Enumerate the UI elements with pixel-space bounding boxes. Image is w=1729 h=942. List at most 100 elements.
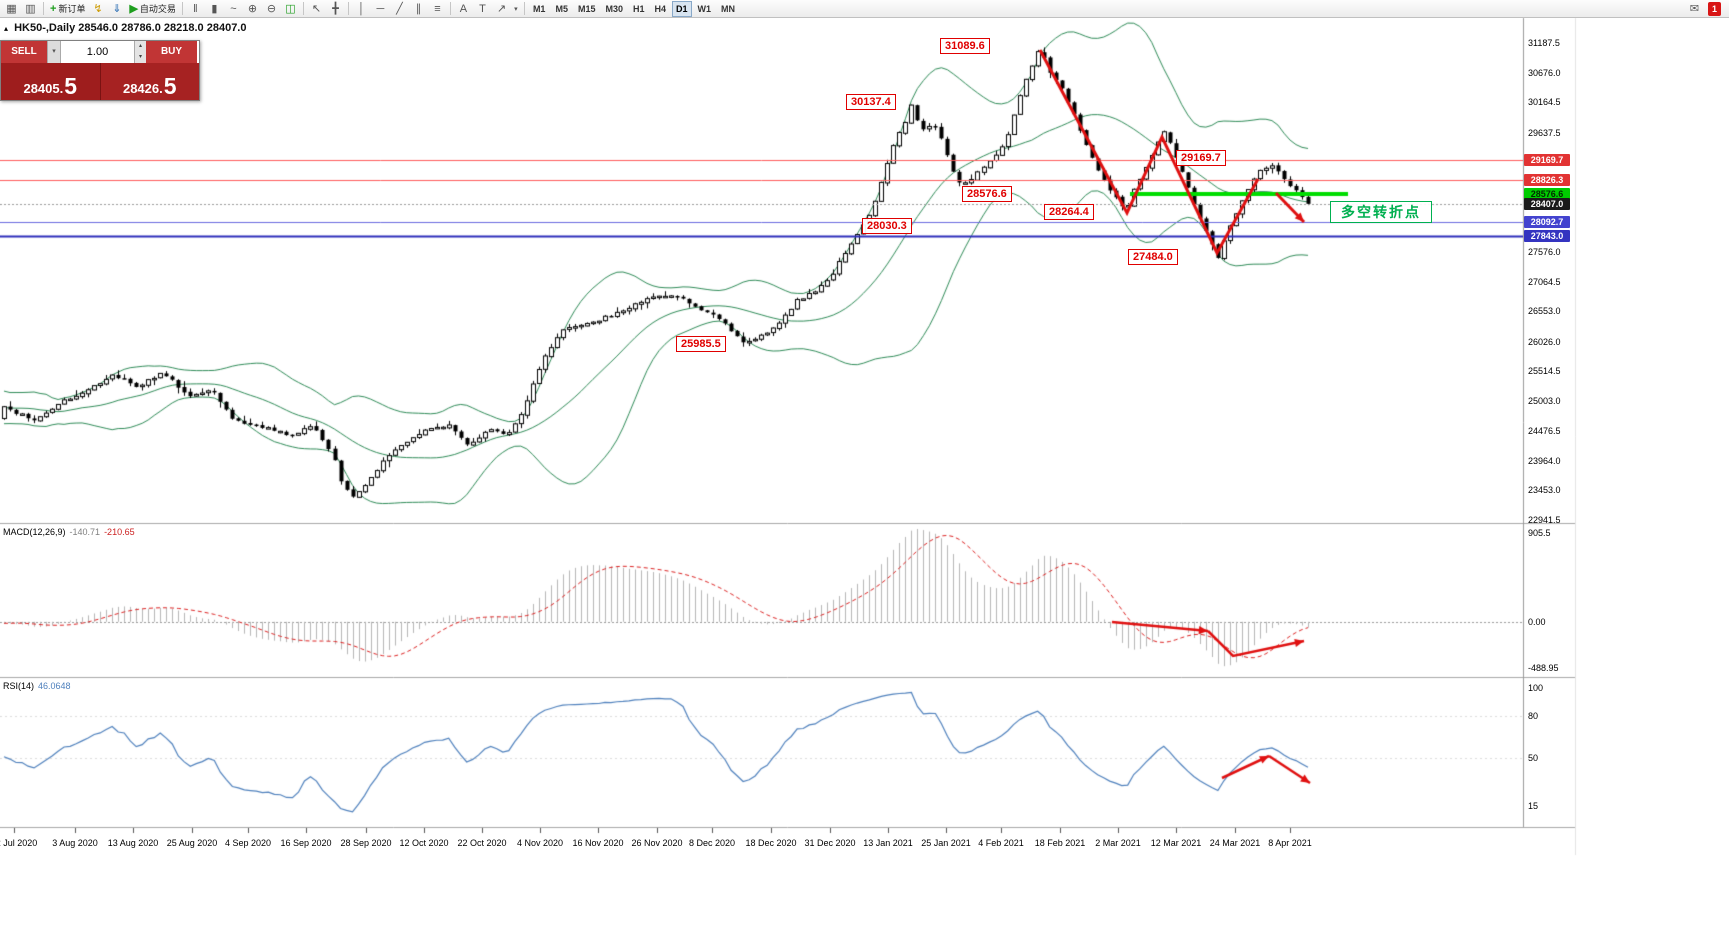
toolbar-separator <box>181 2 183 15</box>
timeframe-m15-button[interactable]: M15 <box>574 1 600 17</box>
price-annotation: 31089.6 <box>940 38 990 54</box>
bar-chart-icon[interactable]: ‖ <box>193 2 198 15</box>
buy-price-big-digit: 5 <box>163 72 177 99</box>
price-axis-label: 26026.0 <box>1528 336 1561 347</box>
cursor-icon[interactable]: ↖ <box>311 3 322 15</box>
date-label: 8 Apr 2021 <box>1268 838 1312 848</box>
chart-profile-icon[interactable]: ▥ <box>25 3 36 15</box>
channel-icon[interactable]: ∥ <box>415 3 422 15</box>
price-badge: 27843.0 <box>1524 230 1570 243</box>
price-annotation: 25985.5 <box>676 336 726 352</box>
new-order-plus-icon: + <box>50 2 57 15</box>
one-click-trading-panel: SELL ▾ ▴ ▾ BUY 28405.5 28426.5 <box>0 40 200 101</box>
chevron-down-icon[interactable]: ▾ <box>514 5 518 13</box>
price-annotation: 28030.3 <box>862 218 912 234</box>
horizontal-line-icon[interactable]: ─ <box>376 2 385 15</box>
price-badge: 28576.6 <box>1524 188 1570 201</box>
date-label: 25 Aug 2020 <box>166 838 218 848</box>
date-label: 13 Aug 2020 <box>107 838 159 848</box>
rsi-name: RSI(14) <box>3 681 35 691</box>
toolbar-separator <box>449 2 451 15</box>
sell-price[interactable]: 28405. 5 <box>1 63 100 100</box>
timeframe-mn-button[interactable]: MN <box>717 1 739 17</box>
auto-trading-label: 自动交易 <box>139 4 176 14</box>
price-badge: 28407.0 <box>1524 197 1570 210</box>
rsi-axis-label: 50 <box>1528 752 1539 763</box>
timeframe-d1-button[interactable]: D1 <box>672 0 692 17</box>
price-axis-label: 25514.5 <box>1528 366 1561 377</box>
price-annotation: 30137.4 <box>846 94 896 110</box>
macd-main-value: -140.71 <box>69 527 101 537</box>
bull-bear-turning-point-note: 多空转折点 <box>1330 201 1432 223</box>
rsi-label: RSI(14) 46.0648 <box>3 681 71 691</box>
label-tool-icon[interactable]: T <box>479 2 486 15</box>
price-axis-label: 27576.0 <box>1528 246 1561 257</box>
timeframe-h4-button[interactable]: H4 <box>651 1 671 17</box>
line-chart-icon[interactable]: ~ <box>230 2 237 15</box>
date-label: 28 Sep 2020 <box>340 838 392 848</box>
timeframe-m30-button[interactable]: M30 <box>601 1 627 17</box>
buy-price-main: 28426. <box>122 81 163 96</box>
notification-badge[interactable]: 1 <box>1707 1 1721 16</box>
mail-icon[interactable]: ✉ <box>1689 3 1700 15</box>
price-badge: 29169.7 <box>1524 153 1570 166</box>
price-axis-label: 23453.0 <box>1528 485 1561 496</box>
zoom-out-icon[interactable]: ⊖ <box>266 3 277 15</box>
trendline-icon[interactable]: ╱ <box>396 3 403 15</box>
price-axis-label: 30676.0 <box>1528 67 1561 78</box>
price-axis-label: 22941.5 <box>1528 515 1561 525</box>
candlestick-chart-icon[interactable]: ▮ <box>211 3 218 15</box>
volume-dropdown[interactable]: ▾ <box>47 41 61 63</box>
tile-windows-icon[interactable]: ◫ <box>285 3 296 15</box>
main-toolbar: ▦ ▥ + 新订单 ↯ ⇓ ▶ 自动交易 ‖ ▮ ~ ⊕ ⊖ ◫ ↖ ╋ │ ─… <box>0 0 1729 18</box>
timeframe-m5-button[interactable]: M5 <box>551 1 572 17</box>
macd-axis-label: 0.00 <box>1528 616 1546 627</box>
download-icon[interactable]: ⇓ <box>112 3 122 15</box>
timeframe-h1-button[interactable]: H1 <box>629 1 649 17</box>
fibonacci-icon[interactable]: ≡ <box>434 2 441 15</box>
date-label: 4 Sep 2020 <box>224 838 272 848</box>
auto-trading-button[interactable]: ▶ 自动交易 <box>126 1 178 17</box>
date-label: 22 Jul 2020 <box>0 838 38 848</box>
sell-price-main: 28405. <box>23 81 64 96</box>
collapse-icon[interactable]: ▴ <box>4 24 9 33</box>
toolbar-separator <box>302 2 304 15</box>
date-label: 24 Mar 2021 <box>1209 838 1261 848</box>
buy-button[interactable]: BUY <box>146 41 197 63</box>
date-label: 18 Dec 2020 <box>745 838 797 848</box>
price-badge: 28092.7 <box>1524 216 1570 229</box>
zoom-in-icon[interactable]: ⊕ <box>247 3 258 15</box>
date-label: 8 Dec 2020 <box>688 838 736 848</box>
new-order-button[interactable]: + 新订单 <box>47 1 88 17</box>
new-order-label: 新订单 <box>58 4 86 14</box>
volume-down-button[interactable]: ▾ <box>138 54 142 60</box>
price-annotation: 28576.6 <box>962 186 1012 202</box>
rsi-axis-label: 100 <box>1528 683 1544 693</box>
price-axis-label: 27064.5 <box>1528 276 1561 287</box>
volume-up-button[interactable]: ▴ <box>138 43 142 49</box>
date-label: 16 Sep 2020 <box>280 838 332 848</box>
chart-title-text: HK50-,Daily 28546.0 28786.0 28218.0 2840… <box>14 22 247 34</box>
volume-input[interactable] <box>61 41 134 63</box>
buy-price[interactable]: 28426. 5 <box>99 63 199 100</box>
date-label: 12 Mar 2021 <box>1150 838 1202 848</box>
date-label: 4 Feb 2021 <box>978 838 1024 848</box>
date-label: 22 Oct 2020 <box>457 838 507 848</box>
crosshair-icon[interactable]: ╋ <box>332 3 339 15</box>
toolbar-right-group: ✉ 1 <box>1685 1 1721 17</box>
price-annotation: 28264.4 <box>1044 204 1094 220</box>
timeframe-w1-button[interactable]: W1 <box>694 1 716 17</box>
sell-button[interactable]: SELL <box>1 41 47 63</box>
timeframe-m1-button[interactable]: M1 <box>529 1 550 17</box>
text-tool-icon[interactable]: A <box>459 2 468 15</box>
arrow-tools-icon[interactable]: ↗ <box>496 3 507 15</box>
macd-signal-value: -210.65 <box>104 527 135 537</box>
date-label: 2 Mar 2021 <box>1095 838 1141 848</box>
vertical-line-icon[interactable]: │ <box>358 2 365 15</box>
lightning-icon[interactable]: ↯ <box>93 3 103 15</box>
new-chart-icon[interactable]: ▦ <box>6 3 17 15</box>
rsi-axis-label: 15 <box>1528 801 1539 812</box>
date-label: 26 Nov 2020 <box>631 838 683 848</box>
